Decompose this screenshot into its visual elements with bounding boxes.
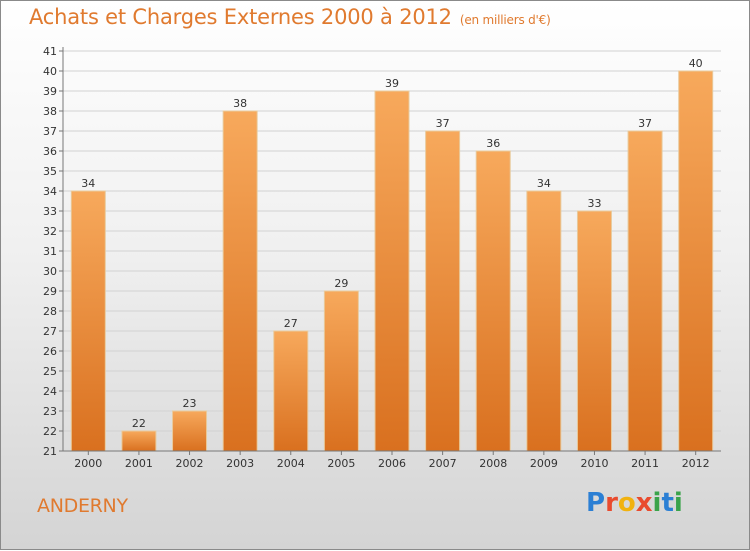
location-name: ANDERNY <box>37 495 128 517</box>
x-tick-label: 2012 <box>682 457 710 470</box>
proxiti-logo: Proxiti <box>586 488 683 518</box>
bar-value-label: 22 <box>132 417 146 430</box>
y-tick-label: 34 <box>43 185 57 198</box>
logo-letter: i <box>673 488 683 518</box>
bar-value-label: 33 <box>587 197 601 210</box>
x-tick-label: 2004 <box>277 457 305 470</box>
chart-title: Achats et Charges Externes 2000 à 2012 (e… <box>29 5 551 29</box>
bar-value-label: 38 <box>233 97 247 110</box>
x-tick-label: 2002 <box>176 457 204 470</box>
bar-value-label: 34 <box>537 177 551 190</box>
y-tick-label: 24 <box>43 385 57 398</box>
bar-value-label: 34 <box>81 177 95 190</box>
bar-value-label: 40 <box>689 57 703 70</box>
bar <box>172 410 208 452</box>
y-tick-label: 32 <box>43 225 57 238</box>
y-tick-label: 27 <box>43 325 57 338</box>
y-tick-label: 37 <box>43 125 57 138</box>
chart-unit: (en milliers d'€) <box>459 13 551 27</box>
bar <box>374 90 410 452</box>
x-tick-label: 2005 <box>327 457 355 470</box>
y-tick-label: 30 <box>43 265 57 278</box>
y-tick-label: 21 <box>43 445 57 458</box>
y-tick-label: 36 <box>43 145 57 158</box>
bar <box>222 110 258 452</box>
y-tick-label: 33 <box>43 205 57 218</box>
logo-letter: t <box>661 488 674 518</box>
bar-value-label: 23 <box>183 397 197 410</box>
x-tick-label: 2000 <box>74 457 102 470</box>
bar <box>121 430 157 452</box>
bar-value-label: 39 <box>385 77 399 90</box>
x-tick-label: 2007 <box>429 457 457 470</box>
y-tick-label: 25 <box>43 365 57 378</box>
bar <box>273 330 309 452</box>
bar-value-label: 36 <box>486 137 500 150</box>
x-tick-label: 2009 <box>530 457 558 470</box>
y-tick-label: 38 <box>43 105 57 118</box>
bar-value-label: 29 <box>334 277 348 290</box>
bar <box>627 130 663 452</box>
y-tick-label: 29 <box>43 285 57 298</box>
y-tick-label: 40 <box>43 65 57 78</box>
logo-letter: x <box>635 488 653 518</box>
bar-value-label: 27 <box>284 317 298 330</box>
x-tick-label: 2001 <box>125 457 153 470</box>
bar <box>70 190 106 452</box>
bar <box>475 150 511 452</box>
bar-value-label: 37 <box>638 117 652 130</box>
logo-letter: r <box>605 488 618 518</box>
bar-value-label: 37 <box>436 117 450 130</box>
bar <box>526 190 562 452</box>
y-tick-label: 39 <box>43 85 57 98</box>
bar <box>576 210 612 452</box>
y-tick-label: 23 <box>43 405 57 418</box>
x-tick-label: 2006 <box>378 457 406 470</box>
x-tick-label: 2008 <box>479 457 507 470</box>
chart-title-text: Achats et Charges Externes 2000 à 2012 <box>29 5 452 29</box>
bar <box>323 290 359 452</box>
y-tick-label: 22 <box>43 425 57 438</box>
y-tick-label: 41 <box>43 45 57 58</box>
logo-letter: o <box>617 488 636 518</box>
logo-letter: i <box>652 488 662 518</box>
y-tick-label: 26 <box>43 345 57 358</box>
x-tick-label: 2003 <box>226 457 254 470</box>
y-tick-label: 31 <box>43 245 57 258</box>
y-tick-label: 35 <box>43 165 57 178</box>
bar <box>678 70 714 452</box>
x-tick-label: 2011 <box>631 457 659 470</box>
x-tick-label: 2010 <box>580 457 608 470</box>
bar <box>425 130 461 452</box>
logo-letter: P <box>586 488 606 518</box>
y-tick-label: 28 <box>43 305 57 318</box>
